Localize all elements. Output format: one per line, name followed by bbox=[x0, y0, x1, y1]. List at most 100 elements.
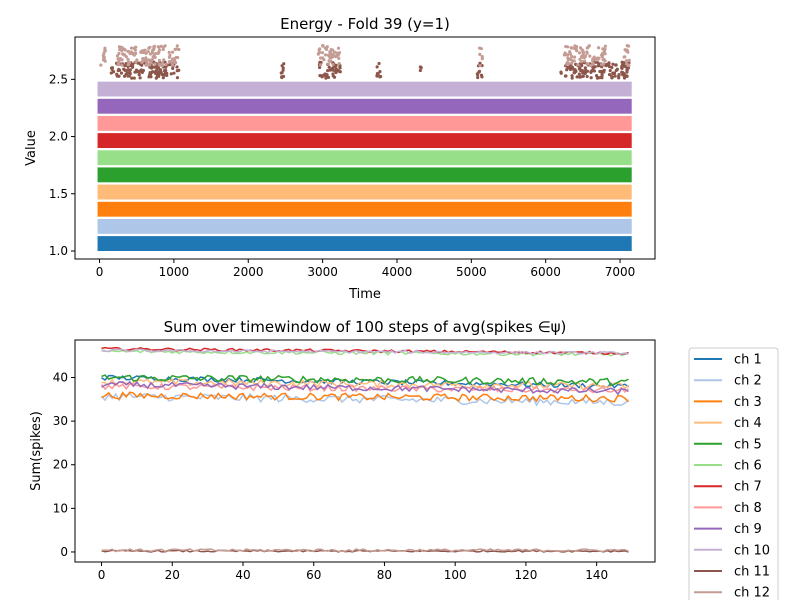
spike-point bbox=[141, 60, 145, 64]
legend-label-ch3: ch 3 bbox=[734, 395, 762, 410]
spike-point bbox=[570, 74, 574, 78]
spike-point bbox=[329, 48, 333, 52]
legend-label-ch9: ch 9 bbox=[734, 522, 762, 537]
spike-point bbox=[589, 70, 593, 74]
x-tick-label: 1000 bbox=[159, 265, 190, 279]
spike-point bbox=[476, 75, 480, 80]
energy-band-10 bbox=[97, 81, 632, 97]
spike-point bbox=[157, 70, 161, 75]
spike-point bbox=[131, 62, 135, 67]
x-tick-label: 2000 bbox=[233, 265, 264, 279]
y-tick-label: 30 bbox=[53, 414, 68, 428]
spike-point bbox=[110, 66, 115, 70]
spike-point bbox=[419, 66, 423, 70]
spike-point bbox=[323, 53, 328, 57]
chart1-title: Energy - Fold 39 (y=1) bbox=[280, 15, 450, 33]
spike-point bbox=[563, 51, 567, 55]
spike-point bbox=[325, 73, 329, 77]
spike-point bbox=[575, 75, 579, 79]
spike-point bbox=[138, 76, 142, 80]
spike-point bbox=[322, 58, 326, 62]
spike-point bbox=[589, 76, 593, 80]
spike-point bbox=[602, 49, 606, 53]
spike-point bbox=[337, 69, 341, 73]
y-tick-label: 0 bbox=[60, 545, 68, 559]
energy-band-2 bbox=[97, 218, 632, 234]
series-line-ch12 bbox=[101, 548, 629, 553]
spike-point bbox=[585, 50, 589, 54]
spike-point bbox=[583, 69, 587, 74]
spike-point bbox=[577, 72, 581, 76]
spike-point bbox=[606, 63, 611, 67]
spike-point bbox=[334, 51, 339, 55]
spike-point bbox=[331, 72, 335, 76]
x-tick-label: 100 bbox=[444, 568, 467, 582]
spike-point bbox=[608, 68, 612, 73]
spike-point bbox=[279, 71, 283, 75]
spike-point bbox=[597, 76, 601, 80]
spike-point bbox=[126, 68, 130, 72]
spike-point bbox=[565, 45, 570, 49]
spike-point bbox=[157, 73, 161, 77]
spike-point bbox=[603, 59, 607, 63]
spike-point bbox=[170, 57, 175, 61]
legend-label-ch5: ch 5 bbox=[734, 437, 762, 452]
spike-point bbox=[103, 59, 107, 63]
spike-point bbox=[607, 72, 612, 77]
spike-point bbox=[593, 65, 597, 69]
spike-point bbox=[153, 62, 157, 66]
spike-point bbox=[334, 67, 338, 71]
spike-point bbox=[118, 56, 122, 61]
spike-point bbox=[160, 63, 165, 68]
spike-point bbox=[626, 66, 631, 70]
spike-point bbox=[622, 72, 627, 77]
spike-point bbox=[479, 73, 484, 77]
spike-point bbox=[117, 74, 121, 78]
spike-point bbox=[573, 68, 577, 72]
spike-point bbox=[326, 75, 331, 79]
spike-point bbox=[127, 62, 131, 66]
spike-point bbox=[378, 70, 382, 74]
spike-point bbox=[621, 61, 626, 66]
spike-point bbox=[564, 74, 568, 78]
y-tick-label: 40 bbox=[53, 371, 68, 385]
spike-point bbox=[589, 63, 593, 68]
spike-point bbox=[615, 67, 619, 71]
energy-band-3 bbox=[97, 201, 632, 217]
spike-point bbox=[613, 74, 617, 78]
spike-point bbox=[610, 75, 614, 79]
spike-point bbox=[595, 73, 599, 78]
spike-point bbox=[129, 50, 134, 54]
spike-point bbox=[122, 53, 127, 57]
x-tick-label: 40 bbox=[235, 568, 250, 582]
spike-point bbox=[140, 63, 144, 67]
spike-point bbox=[476, 72, 480, 77]
spike-point bbox=[334, 54, 338, 59]
energy-band-8 bbox=[97, 115, 632, 131]
spike-point bbox=[146, 49, 150, 54]
spike-point bbox=[574, 45, 579, 49]
spike-point bbox=[152, 45, 156, 49]
spike-point bbox=[337, 51, 342, 55]
spike-point bbox=[478, 61, 482, 65]
spike-point bbox=[134, 60, 138, 64]
x-tick-label: 4000 bbox=[382, 265, 413, 279]
spike-point bbox=[321, 44, 325, 48]
spike-point bbox=[119, 71, 124, 75]
spike-point bbox=[582, 59, 587, 63]
spike-point bbox=[137, 73, 141, 77]
spike-point bbox=[596, 57, 600, 61]
spike-point bbox=[144, 63, 148, 67]
chart1-plot-frame bbox=[74, 36, 656, 260]
spike-point bbox=[167, 55, 172, 59]
legend-frame bbox=[688, 347, 779, 600]
spike-point bbox=[578, 57, 582, 61]
spike-point bbox=[626, 44, 631, 48]
spike-point bbox=[478, 63, 482, 68]
chart2-y-axis-label: Sum(spikes) bbox=[29, 411, 44, 491]
spike-point bbox=[596, 61, 600, 65]
spike-point bbox=[172, 71, 176, 75]
energy-band-4 bbox=[97, 184, 632, 200]
spike-point bbox=[156, 51, 160, 56]
